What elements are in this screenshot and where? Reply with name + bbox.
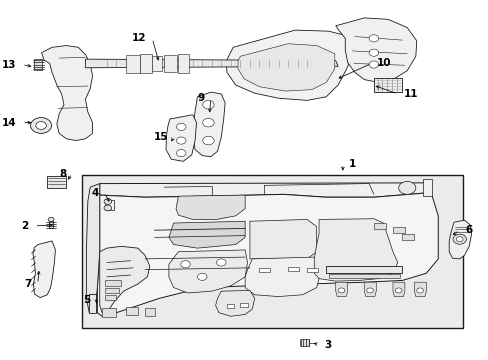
Bar bbox=[145, 309, 154, 316]
Bar bbox=[178, 54, 188, 73]
Circle shape bbox=[368, 35, 378, 42]
Circle shape bbox=[203, 118, 214, 127]
Text: 11: 11 bbox=[403, 89, 417, 99]
Bar bbox=[102, 309, 116, 318]
Bar bbox=[104, 295, 116, 300]
Bar bbox=[82, 175, 462, 328]
Bar bbox=[392, 226, 404, 233]
Bar bbox=[240, 303, 247, 307]
Circle shape bbox=[394, 288, 401, 293]
Bar bbox=[402, 234, 413, 240]
Polygon shape bbox=[314, 219, 397, 281]
Circle shape bbox=[176, 137, 185, 144]
Bar bbox=[422, 179, 431, 197]
Text: 7: 7 bbox=[24, 279, 32, 289]
Circle shape bbox=[197, 273, 206, 280]
Polygon shape bbox=[335, 18, 416, 82]
Bar bbox=[89, 294, 96, 313]
Polygon shape bbox=[97, 193, 437, 316]
Text: 2: 2 bbox=[21, 221, 29, 231]
Circle shape bbox=[36, 122, 46, 130]
Bar bbox=[226, 304, 234, 308]
Bar bbox=[126, 307, 138, 315]
Circle shape bbox=[181, 261, 190, 268]
Bar bbox=[49, 221, 53, 228]
Text: 9: 9 bbox=[198, 93, 204, 103]
Text: 14: 14 bbox=[1, 118, 16, 128]
Circle shape bbox=[48, 217, 54, 222]
Circle shape bbox=[104, 205, 111, 211]
Circle shape bbox=[31, 118, 51, 134]
Bar bbox=[373, 223, 385, 229]
Circle shape bbox=[203, 136, 214, 145]
Bar bbox=[104, 280, 121, 286]
Polygon shape bbox=[168, 221, 244, 248]
Polygon shape bbox=[215, 291, 254, 316]
Bar bbox=[105, 200, 113, 211]
Text: 10: 10 bbox=[376, 58, 391, 68]
Bar bbox=[328, 274, 399, 278]
Bar bbox=[259, 268, 269, 272]
Text: 3: 3 bbox=[324, 340, 331, 350]
Bar bbox=[34, 59, 42, 69]
Circle shape bbox=[337, 288, 344, 293]
Polygon shape bbox=[225, 30, 352, 100]
Bar bbox=[287, 267, 298, 271]
Text: 12: 12 bbox=[132, 33, 146, 43]
Bar bbox=[373, 78, 401, 92]
Text: 4: 4 bbox=[91, 188, 99, 198]
Circle shape bbox=[368, 49, 378, 56]
Bar bbox=[104, 288, 119, 293]
Text: 6: 6 bbox=[465, 225, 472, 235]
Circle shape bbox=[398, 181, 415, 194]
Circle shape bbox=[455, 237, 462, 242]
Polygon shape bbox=[33, 241, 55, 298]
Text: 13: 13 bbox=[2, 59, 16, 69]
Circle shape bbox=[216, 259, 225, 266]
Polygon shape bbox=[448, 220, 470, 259]
Polygon shape bbox=[100, 246, 149, 313]
Circle shape bbox=[203, 100, 214, 109]
Circle shape bbox=[176, 123, 185, 131]
Circle shape bbox=[366, 288, 373, 293]
Bar bbox=[301, 339, 308, 346]
Text: 15: 15 bbox=[153, 132, 167, 142]
Text: 8: 8 bbox=[59, 168, 66, 179]
Polygon shape bbox=[85, 59, 337, 68]
Polygon shape bbox=[238, 44, 334, 91]
Polygon shape bbox=[392, 282, 404, 297]
Circle shape bbox=[176, 149, 185, 157]
Polygon shape bbox=[413, 282, 426, 297]
Bar bbox=[152, 56, 162, 71]
Circle shape bbox=[416, 288, 423, 293]
Polygon shape bbox=[86, 184, 100, 313]
Circle shape bbox=[104, 199, 111, 204]
Polygon shape bbox=[41, 45, 92, 140]
Circle shape bbox=[368, 61, 378, 68]
Bar bbox=[47, 176, 66, 188]
Polygon shape bbox=[165, 115, 196, 161]
Text: 5: 5 bbox=[83, 295, 90, 305]
Polygon shape bbox=[176, 195, 244, 220]
Bar bbox=[164, 55, 177, 72]
Polygon shape bbox=[244, 257, 321, 297]
Polygon shape bbox=[192, 92, 224, 157]
Bar bbox=[306, 268, 317, 272]
Polygon shape bbox=[335, 282, 347, 297]
Polygon shape bbox=[168, 250, 247, 293]
Polygon shape bbox=[364, 282, 375, 297]
Polygon shape bbox=[249, 220, 316, 259]
Bar bbox=[140, 54, 152, 73]
Bar bbox=[325, 266, 402, 273]
Text: 1: 1 bbox=[348, 159, 355, 169]
Polygon shape bbox=[100, 183, 430, 197]
Bar bbox=[126, 55, 140, 73]
Circle shape bbox=[452, 234, 466, 244]
